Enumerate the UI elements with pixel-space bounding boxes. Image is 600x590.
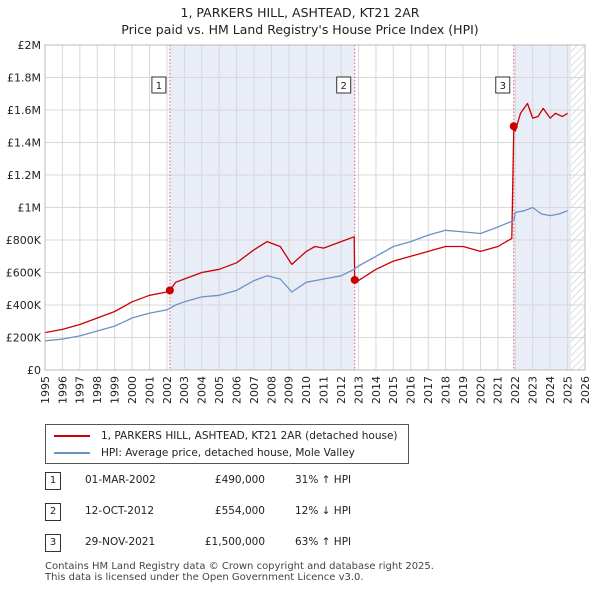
x-tick-label: 2023: [527, 376, 540, 404]
sale-point: [509, 122, 518, 131]
sale-number-badge: 3: [45, 534, 61, 552]
sale-row: 2 12-OCT-2012 £554,000 12% ↓ HPI: [45, 503, 585, 521]
y-tick-label: £1.2M: [7, 169, 41, 182]
sale-marker-box: [336, 76, 352, 94]
sale-point: [165, 286, 174, 295]
x-tick-label: 2008: [265, 376, 278, 404]
x-tick-label: 1995: [39, 376, 52, 404]
y-tick-label: £400K: [6, 299, 42, 312]
sale-marker-label: 1: [156, 81, 162, 92]
x-tick-label: 2004: [196, 376, 209, 404]
chart-subtitle: Price paid vs. HM Land Registry's House …: [121, 22, 479, 37]
x-tick-label: 2014: [370, 376, 383, 404]
sale-number-badge: 1: [45, 472, 61, 490]
chart-title-block: 1, PARKERS HILL, ASHTEAD, KT21 2AR Price…: [0, 4, 600, 38]
footer-licence: This data is licensed under the Open Gov…: [45, 572, 364, 583]
x-tick-label: 2017: [422, 376, 435, 404]
x-tick-label: 2024: [544, 376, 557, 404]
sale-date: 12-OCT-2012: [85, 505, 154, 517]
y-tick-label: £1.4M: [7, 137, 41, 150]
footer-copyright: Contains HM Land Registry data © Crown c…: [45, 561, 434, 572]
legend-label-hpi: HPI: Average price, detached house, Mole…: [101, 447, 355, 459]
x-tick-label: 2005: [213, 376, 226, 404]
sale-hpi-change: 12% ↓ HPI: [295, 505, 352, 517]
x-tick-label: 2009: [283, 376, 296, 404]
y-tick-label: £1M: [18, 202, 42, 215]
x-tick-label: 2006: [230, 376, 243, 404]
price-chart: £0 £200K £400K £600K £800K £1M £1.2M £1.4M £1.6M…: [6, 39, 592, 404]
y-tick-label: £800K: [6, 234, 42, 247]
sale-price: £554,000: [214, 505, 265, 517]
y-tick-label: £200K: [6, 332, 42, 345]
x-tick-label: 1998: [91, 376, 104, 404]
sale-marker-label: 3: [500, 81, 506, 92]
x-tick-label: 2020: [474, 376, 487, 404]
y-tick-label: £2M: [18, 39, 42, 52]
x-tick-label: 2016: [405, 376, 418, 404]
sale-price: £1,500,000: [204, 536, 265, 548]
x-tick-label: 2025: [561, 376, 574, 404]
footer-notice: Contains HM Land Registry data © Crown c…: [45, 561, 434, 583]
sale-hpi-change: 31% ↑ HPI: [295, 474, 352, 486]
legend-label-property: 1, PARKERS HILL, ASHTEAD, KT21 2AR (deta…: [101, 430, 398, 442]
x-tick-label: 2003: [178, 376, 191, 404]
sale-row: 3 29-NOV-2021 £1,500,000 63% ↑ HPI: [45, 534, 585, 552]
x-tick-label: 2002: [161, 376, 174, 404]
x-tick-label: 2015: [387, 376, 400, 404]
x-tick-label: 2013: [352, 376, 365, 404]
sale-hpi-change: 63% ↑ HPI: [295, 536, 352, 548]
sale-number-badge: 2: [45, 503, 61, 521]
chart-title: 1, PARKERS HILL, ASHTEAD, KT21 2AR: [180, 5, 420, 20]
y-tick-label: £600K: [6, 267, 42, 280]
x-tick-label: 2026: [579, 376, 592, 404]
x-tick-label: 2022: [509, 376, 522, 404]
sale-date: 29-NOV-2021: [85, 536, 156, 548]
sale-date: 01-MAR-2002: [85, 474, 156, 486]
x-tick-label: 1997: [74, 376, 87, 404]
hpi-line: [44, 206, 568, 342]
legend: 1, PARKERS HILL, ASHTEAD, KT21 2AR (deta…: [45, 424, 409, 464]
x-tick-label: 2021: [492, 376, 505, 404]
sale-marker-box: [151, 76, 167, 94]
x-tick-label: 1996: [56, 376, 69, 404]
sale-point: [350, 275, 359, 284]
x-tick-label: 2011: [318, 376, 331, 404]
x-tick-label: 2019: [457, 376, 470, 404]
x-tick-label: 2001: [143, 376, 156, 404]
y-tick-label: £0: [27, 364, 41, 377]
x-tick-label: 2018: [439, 376, 452, 404]
y-tick-label: £1.6M: [7, 104, 41, 117]
sale-marker-label: 2: [341, 81, 347, 92]
sale-row: 1 01-MAR-2002 £490,000 31% ↑ HPI: [45, 472, 585, 490]
x-tick-label: 2010: [300, 376, 313, 404]
legend-swatch-property: [54, 435, 90, 437]
sale-price: £490,000: [214, 474, 265, 486]
x-tick-label: 1999: [109, 376, 122, 404]
x-tick-label: 2012: [335, 376, 348, 404]
x-tick-label: 2000: [126, 376, 139, 404]
plot-frame: [44, 44, 586, 371]
sale-marker-box: [495, 76, 511, 94]
y-tick-label: £1.8M: [7, 72, 41, 85]
x-tick-label: 2007: [248, 376, 261, 404]
legend-swatch-hpi: [54, 452, 90, 454]
